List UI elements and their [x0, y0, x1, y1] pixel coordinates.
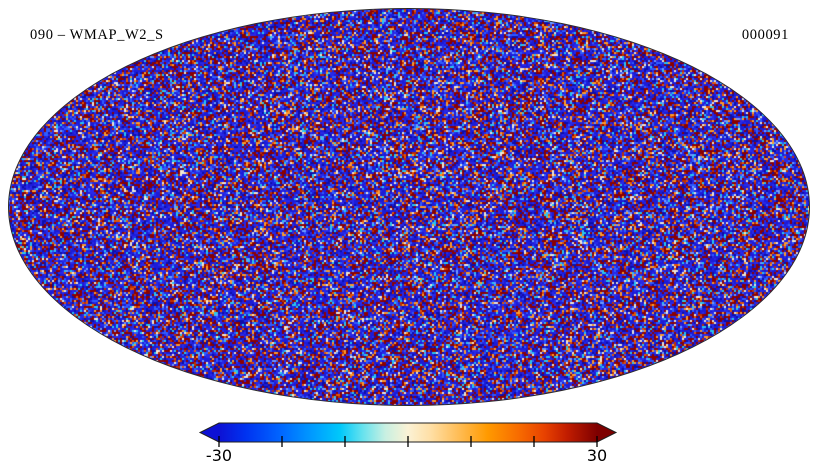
sky-map-noise-canvas — [9, 9, 809, 405]
colorbar-min-label: -30 — [205, 446, 233, 465]
mollweide-sky-map — [8, 8, 810, 406]
colorbar-max-label: 30 — [586, 446, 608, 465]
colorbar-ticks — [218, 436, 598, 447]
colorbar — [198, 422, 618, 447]
